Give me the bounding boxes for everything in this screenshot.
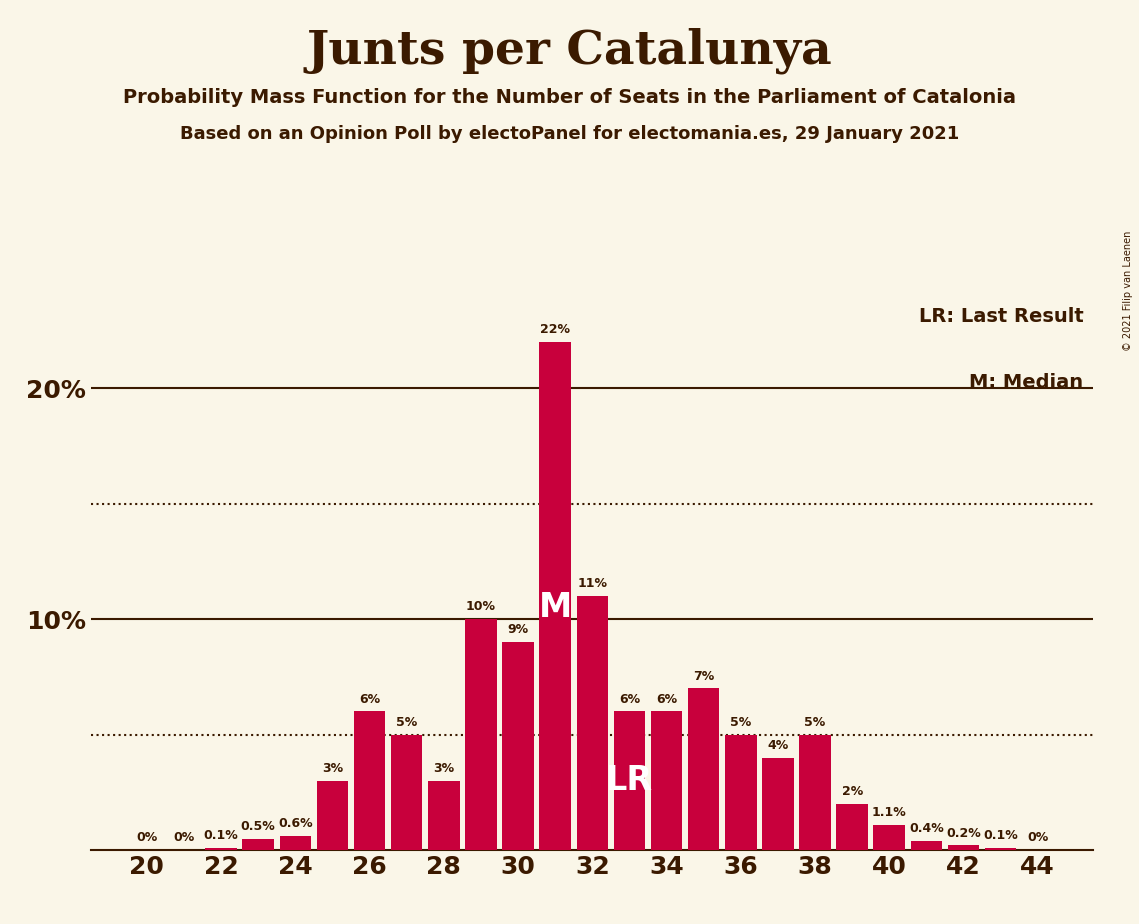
Bar (354, 711, 385, 850)
Text: 9%: 9% (508, 624, 528, 637)
Bar (762, 758, 794, 850)
Bar (650, 711, 682, 850)
Bar (910, 841, 942, 850)
Text: 10%: 10% (466, 601, 495, 614)
Text: 6%: 6% (618, 693, 640, 706)
Bar (465, 619, 497, 850)
Bar (279, 836, 311, 850)
Bar (502, 642, 534, 850)
Text: 0%: 0% (1027, 832, 1048, 845)
Bar (614, 711, 645, 850)
Bar (391, 735, 423, 850)
Text: 6%: 6% (656, 693, 677, 706)
Text: 0.6%: 0.6% (278, 818, 312, 831)
Bar (576, 596, 608, 850)
Bar (540, 342, 571, 850)
Bar (317, 781, 349, 850)
Text: 5%: 5% (730, 716, 752, 729)
Text: 0.4%: 0.4% (909, 822, 944, 835)
Text: 3%: 3% (322, 762, 343, 775)
Text: 0.5%: 0.5% (240, 820, 276, 833)
Text: 5%: 5% (804, 716, 826, 729)
Text: LR: LR (606, 764, 653, 797)
Bar (428, 781, 459, 850)
Text: 0.2%: 0.2% (947, 827, 981, 840)
Text: 5%: 5% (396, 716, 417, 729)
Bar (800, 735, 830, 850)
Text: 7%: 7% (693, 670, 714, 683)
Text: 6%: 6% (359, 693, 380, 706)
Text: 1.1%: 1.1% (871, 806, 907, 819)
Text: M: Median: M: Median (969, 373, 1083, 393)
Text: 0.1%: 0.1% (204, 829, 238, 842)
Text: M: M (539, 591, 572, 624)
Bar (985, 848, 1016, 850)
Text: 22%: 22% (540, 323, 571, 336)
Text: 11%: 11% (577, 578, 607, 590)
Text: Based on an Opinion Poll by electoPanel for electomania.es, 29 January 2021: Based on an Opinion Poll by electoPanel … (180, 125, 959, 142)
Text: 0%: 0% (137, 832, 157, 845)
Text: © 2021 Filip van Laenen: © 2021 Filip van Laenen (1123, 231, 1133, 351)
Bar (726, 735, 756, 850)
Bar (205, 848, 237, 850)
Bar (243, 839, 274, 850)
Bar (948, 845, 980, 850)
Text: 3%: 3% (433, 762, 454, 775)
Bar (836, 804, 868, 850)
Text: LR: Last Result: LR: Last Result (919, 307, 1083, 326)
Bar (688, 688, 720, 850)
Text: 0.1%: 0.1% (983, 829, 1018, 842)
Text: 0%: 0% (173, 832, 195, 845)
Text: 4%: 4% (768, 739, 788, 752)
Text: 2%: 2% (842, 785, 862, 798)
Text: Junts per Catalunya: Junts per Catalunya (306, 28, 833, 74)
Text: Probability Mass Function for the Number of Seats in the Parliament of Catalonia: Probability Mass Function for the Number… (123, 88, 1016, 107)
Bar (874, 824, 906, 850)
